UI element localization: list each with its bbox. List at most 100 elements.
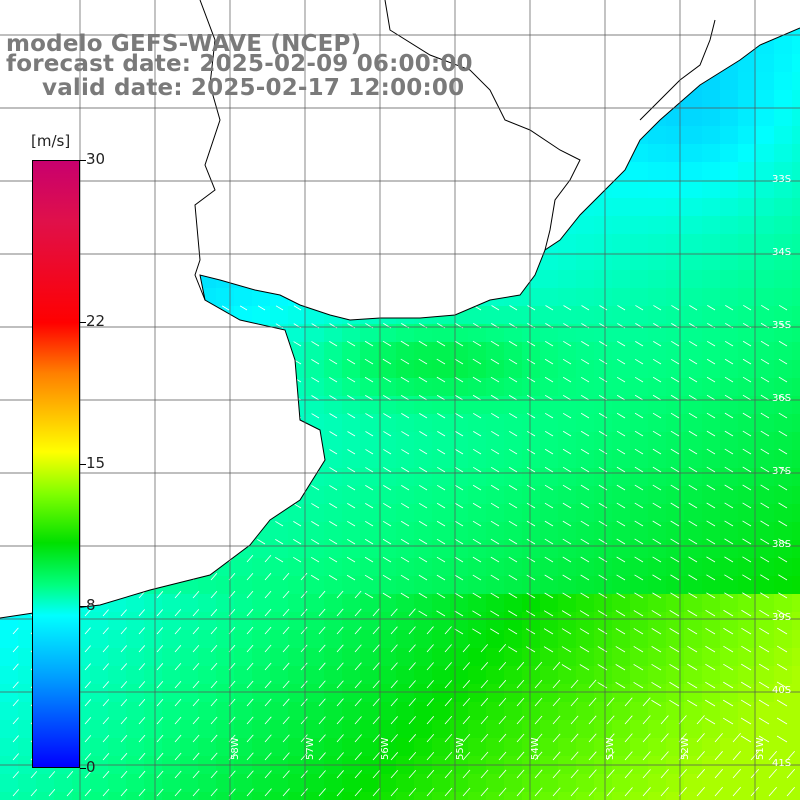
speed-cell: [504, 504, 523, 523]
speed-cell: [0, 684, 19, 703]
wind-arrow: [778, 502, 788, 509]
speed-cell: [558, 414, 577, 433]
speed-cell: [522, 504, 541, 523]
speed-cell: [684, 216, 703, 235]
speed-cell: [684, 324, 703, 343]
speed-cell: [702, 450, 721, 469]
wind-arrow: [705, 699, 716, 707]
speed-cell: [756, 648, 775, 667]
wind-arrow: [570, 769, 579, 779]
speed-cell: [792, 198, 800, 217]
speed-cell: [594, 702, 613, 721]
wind-arrow: [724, 448, 734, 455]
speed-cell: [522, 540, 541, 559]
speed-cell: [522, 684, 541, 703]
speed-cell: [612, 342, 631, 361]
speed-cell: [324, 630, 343, 649]
speed-cell: [792, 792, 800, 800]
wind-arrow: [562, 502, 572, 509]
speed-cell: [684, 774, 703, 793]
wind-arrow: [544, 340, 554, 347]
wind-arrow: [688, 376, 698, 383]
wind-arrow: [311, 503, 320, 509]
speed-cell: [522, 432, 541, 451]
speed-cell: [702, 792, 721, 800]
wind-arrow: [598, 376, 608, 383]
speed-cell: [792, 162, 800, 181]
wind-arrow: [544, 484, 554, 491]
speed-cell: [522, 702, 541, 721]
wind-arrow: [364, 556, 374, 563]
speed-cell: [612, 270, 631, 289]
speed-cell: [432, 504, 451, 523]
wind-arrow: [687, 699, 698, 707]
speed-cell: [450, 702, 469, 721]
speed-cell: [594, 450, 613, 469]
speed-cell: [252, 558, 271, 577]
speed-cell: [792, 486, 800, 505]
speed-cell: [432, 558, 451, 577]
speed-cell: [594, 720, 613, 739]
wind-arrow: [418, 502, 428, 509]
wind-arrow: [689, 340, 698, 347]
wind-arrow: [534, 751, 543, 761]
wind-arrow: [454, 376, 464, 383]
speed-cell: [468, 612, 487, 631]
wind-arrow: [418, 340, 428, 347]
wind-arrow: [778, 304, 788, 311]
speed-cell: [702, 468, 721, 487]
speed-cell: [594, 432, 613, 451]
speed-cell: [756, 396, 775, 415]
speed-cell: [306, 684, 325, 703]
wind-arrow: [455, 449, 464, 455]
wind-arrow: [336, 734, 344, 743]
wind-arrow: [526, 430, 536, 437]
speed-cell: [306, 378, 325, 397]
wind-arrow: [293, 503, 302, 509]
speed-cell: [468, 360, 487, 379]
speed-cell: [630, 468, 649, 487]
wind-arrow: [687, 681, 698, 689]
speed-cell: [126, 684, 145, 703]
valid-date: valid date: 2025-02-17 12:00:00: [42, 75, 465, 101]
wind-arrow: [562, 538, 572, 545]
speed-cell: [360, 378, 379, 397]
speed-cell: [702, 612, 721, 631]
speed-cell: [468, 450, 487, 469]
speed-cell: [360, 684, 379, 703]
wind-arrow: [300, 752, 308, 761]
speed-cell: [630, 576, 649, 595]
wind-arrow: [246, 770, 254, 779]
wind-arrow: [120, 681, 128, 689]
speed-cell: [612, 522, 631, 541]
speed-cell: [486, 450, 505, 469]
speed-cell: [684, 144, 703, 163]
speed-cell: [504, 792, 523, 800]
wind-arrow: [706, 358, 716, 365]
wind-arrow: [311, 377, 320, 383]
speed-cell: [720, 162, 739, 181]
wind-arrow: [318, 644, 326, 653]
speed-cell: [612, 234, 631, 253]
wind-arrow: [732, 751, 741, 761]
wind-arrow: [311, 341, 320, 347]
speed-cell: [576, 612, 595, 631]
coastline: [0, 27, 800, 619]
speed-cell: [522, 738, 541, 757]
speed-cell: [684, 198, 703, 217]
speed-cell: [162, 666, 181, 685]
speed-cell: [504, 396, 523, 415]
wind-arrow: [102, 788, 110, 797]
wind-arrow: [454, 502, 464, 509]
wind-arrow: [696, 787, 705, 797]
speed-cell: [108, 792, 127, 800]
wind-arrow: [778, 484, 788, 491]
speed-cell: [684, 522, 703, 541]
speed-cell: [270, 702, 289, 721]
wind-arrow: [508, 538, 518, 545]
wind-arrow: [508, 610, 518, 617]
speed-cell: [630, 648, 649, 667]
longitude-label: 56W: [380, 737, 391, 760]
speed-cell: [288, 576, 307, 595]
speed-cell: [0, 702, 19, 721]
